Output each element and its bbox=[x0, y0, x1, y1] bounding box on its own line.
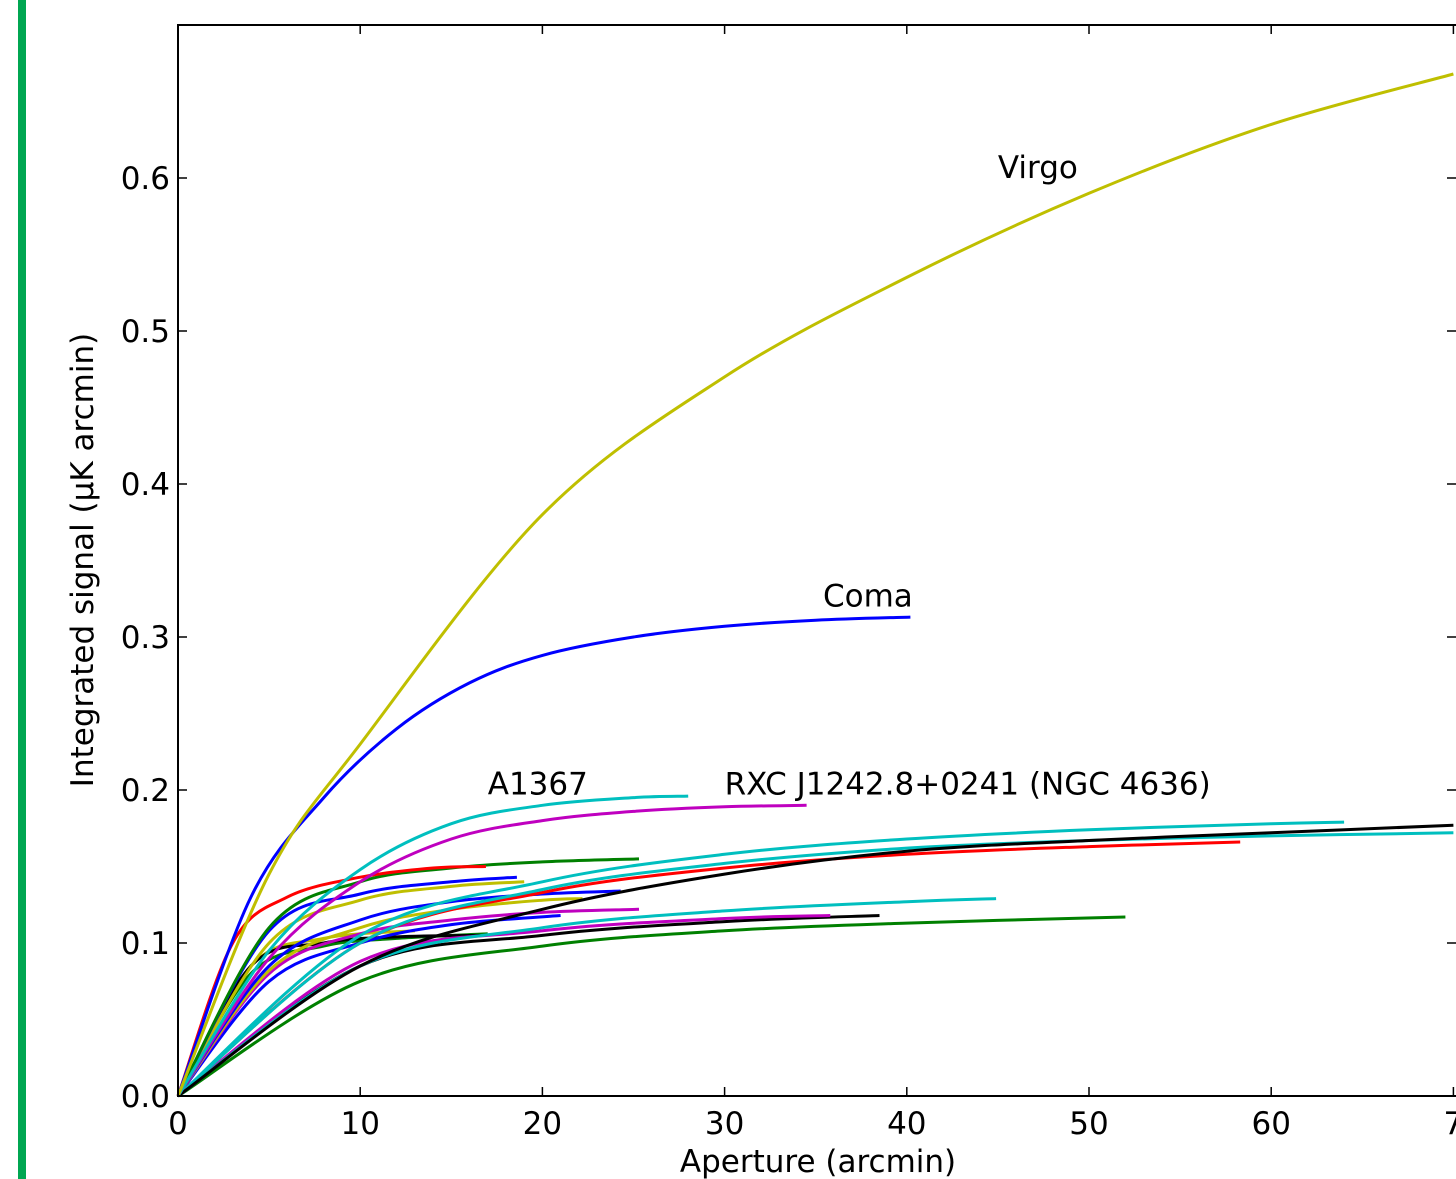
x-tick-label: 20 bbox=[523, 1106, 562, 1142]
labels-layer: 0 10 20 30 40 50 60 7 0.0 0.1 0.2 0.3 0.4 0.5 0.6 bbox=[121, 161, 1456, 1142]
y-tick-label: 0.1 bbox=[121, 926, 170, 962]
y-tick-label: 0.0 bbox=[121, 1079, 170, 1115]
series-line-9 bbox=[176, 857, 640, 1097]
series-line-11 bbox=[176, 880, 525, 1097]
series-line-5 bbox=[177, 820, 1345, 1098]
annotation-rxc-j1242-8-0241-ngc-4636: RXC J1242.8+0241 (NGC 4636) bbox=[725, 767, 1211, 803]
axes-frame bbox=[177, 24, 1456, 1097]
x-tick-label: 7 bbox=[1444, 1106, 1456, 1142]
x-tick-label: 60 bbox=[1251, 1106, 1290, 1142]
annotation-coma: Coma bbox=[823, 578, 913, 614]
x-tick-label: 0 bbox=[168, 1106, 188, 1142]
series-line-4 bbox=[177, 823, 1454, 1098]
series-line-19 bbox=[177, 915, 1126, 1098]
series-line-a1367 bbox=[176, 794, 689, 1097]
series-line-coma bbox=[176, 615, 911, 1097]
y-tick-label: 0.2 bbox=[121, 773, 170, 809]
annotations-layer: Virgo Coma A1367 RXC J1242.8+0241 (NGC 4636… bbox=[488, 150, 1211, 803]
series-line-virgo bbox=[176, 72, 1454, 1097]
series-line-17 bbox=[177, 914, 831, 1098]
annotation-a1367: A1367 bbox=[488, 767, 588, 803]
x-tick-label: 50 bbox=[1069, 1106, 1108, 1142]
accent-bar bbox=[18, 0, 26, 1179]
series-line-rxc-j1242-8-0241-ngc-4636- bbox=[176, 803, 807, 1097]
series-line-7 bbox=[177, 840, 1241, 1098]
x-tick-label: 30 bbox=[705, 1106, 744, 1142]
ticks-layer bbox=[177, 25, 1456, 1097]
y-axis-label: Integrated signal (μK arcmin) bbox=[65, 333, 101, 787]
series-line-13 bbox=[176, 897, 583, 1097]
series-layer bbox=[176, 72, 1454, 1098]
x-axis-label: Aperture (arcmin) bbox=[680, 1144, 956, 1179]
x-tick-label: 10 bbox=[340, 1106, 379, 1142]
annotation-virgo: Virgo bbox=[998, 150, 1078, 186]
y-tick-label: 0.5 bbox=[121, 314, 170, 350]
series-line-6 bbox=[177, 831, 1454, 1098]
y-tick-label: 0.3 bbox=[121, 620, 170, 656]
y-tick-label: 0.6 bbox=[121, 161, 170, 197]
y-tick-label: 0.4 bbox=[121, 467, 170, 503]
x-tick-label: 40 bbox=[887, 1106, 926, 1142]
